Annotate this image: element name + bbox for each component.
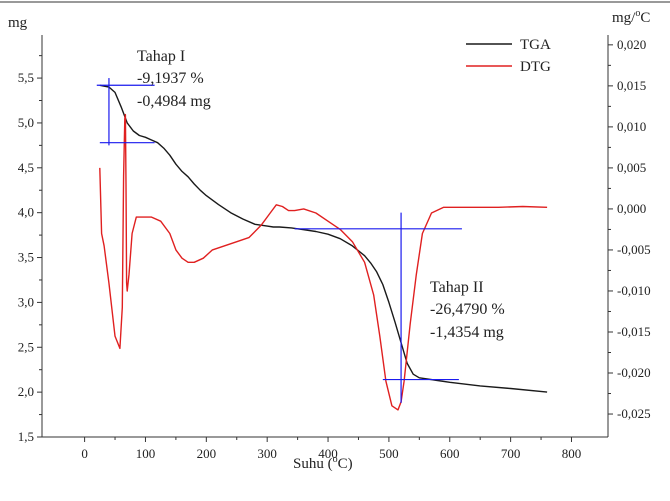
annotation-tahap-1-line-1: Tahap I xyxy=(137,48,185,65)
x-tick-label: 800 xyxy=(562,446,582,461)
x-axis-title-paren-close: ) xyxy=(348,456,353,472)
x-tick-label: 0 xyxy=(81,446,88,461)
x-tick-label: 600 xyxy=(440,446,460,461)
y-axis-right-title-base: mg/ xyxy=(612,10,636,26)
x-tick-label: 300 xyxy=(257,446,277,461)
series-line-dtg xyxy=(99,113,548,411)
blue-guides xyxy=(96,78,462,403)
x-axis-ticks: 0 100 200 300 400 500 600 700 800 xyxy=(81,437,581,461)
y-left-tick-label: 2,5 xyxy=(18,339,34,354)
legend-label-tga: TGA xyxy=(520,37,551,53)
legend-label-dtg: DTG xyxy=(520,59,551,75)
x-axis-title-text: Suhu xyxy=(293,456,324,472)
x-axis-title: Suhu (oC) xyxy=(293,454,353,472)
degree-sign: o xyxy=(635,8,640,19)
y-left-tick-label: 5,5 xyxy=(18,70,34,85)
annotation-tahap-1-line-3: -0,4984 mg xyxy=(137,93,211,110)
x-axis-title-unit: C xyxy=(338,456,348,472)
series-group xyxy=(99,84,548,411)
annotation-tahap-2-line-1: Tahap II xyxy=(430,279,484,296)
annotation-tahap-2-line-2: -26,4790 % xyxy=(430,301,505,318)
y-right-tick-label: 0,020 xyxy=(617,37,646,52)
x-axis-title-paren-open: ( xyxy=(324,456,333,472)
degree-sign: o xyxy=(333,454,338,465)
annotation-tahap-2: Tahap II -26,4790 % -1,4354 mg xyxy=(430,279,505,341)
x-tick-label: 200 xyxy=(197,446,217,461)
y-left-tick-label: 1,5 xyxy=(18,429,34,444)
annotation-tahap-2-line-3: -1,4354 mg xyxy=(430,324,504,341)
x-tick-label: 700 xyxy=(501,446,521,461)
series-line-tga xyxy=(99,84,548,393)
y-right-tick-label: 0,015 xyxy=(617,78,646,93)
x-tick-label: 500 xyxy=(379,446,399,461)
x-tick-label: 100 xyxy=(136,446,156,461)
y-right-tick-label: -0,005 xyxy=(617,242,651,257)
y-right-tick-label: 0,010 xyxy=(617,119,646,134)
y-left-tick-label: 3,5 xyxy=(18,250,34,265)
y-axis-left-title: mg xyxy=(8,15,28,31)
y-left-tick-label: 5,0 xyxy=(18,115,34,130)
x-tick-label: 400 xyxy=(318,446,338,461)
y-right-tick-label: -0,010 xyxy=(617,283,651,298)
left-y-axis-ticks: 1,5 2,0 2,5 3,0 3,5 4,0 4,5 5,0 5,5 xyxy=(18,55,42,444)
y-axis-right-title: mg/oC xyxy=(612,8,650,26)
y-right-tick-label: -0,020 xyxy=(617,365,651,380)
y-right-tick-label: -0,015 xyxy=(617,324,651,339)
y-left-tick-label: 4,5 xyxy=(18,160,34,175)
y-left-tick-label: 3,0 xyxy=(18,294,34,309)
annotation-tahap-1-line-2: -9,1937 % xyxy=(137,70,204,87)
plot-frame xyxy=(0,1,670,438)
y-axis-right-title-unit: C xyxy=(640,10,650,26)
y-right-tick-label: -0,025 xyxy=(617,406,651,421)
annotation-tahap-1: Tahap I -9,1937 % -0,4984 mg xyxy=(137,48,211,110)
y-right-tick-label: 0,000 xyxy=(617,201,646,216)
legend: TGA DTG xyxy=(466,37,551,75)
y-left-tick-label: 4,0 xyxy=(18,205,34,220)
y-right-tick-label: 0,005 xyxy=(617,160,646,175)
right-y-axis-ticks: -0,025 -0,020 -0,015 -0,010 -0,005 0,000 0,005… xyxy=(608,37,651,421)
y-left-tick-label: 2,0 xyxy=(18,384,34,399)
